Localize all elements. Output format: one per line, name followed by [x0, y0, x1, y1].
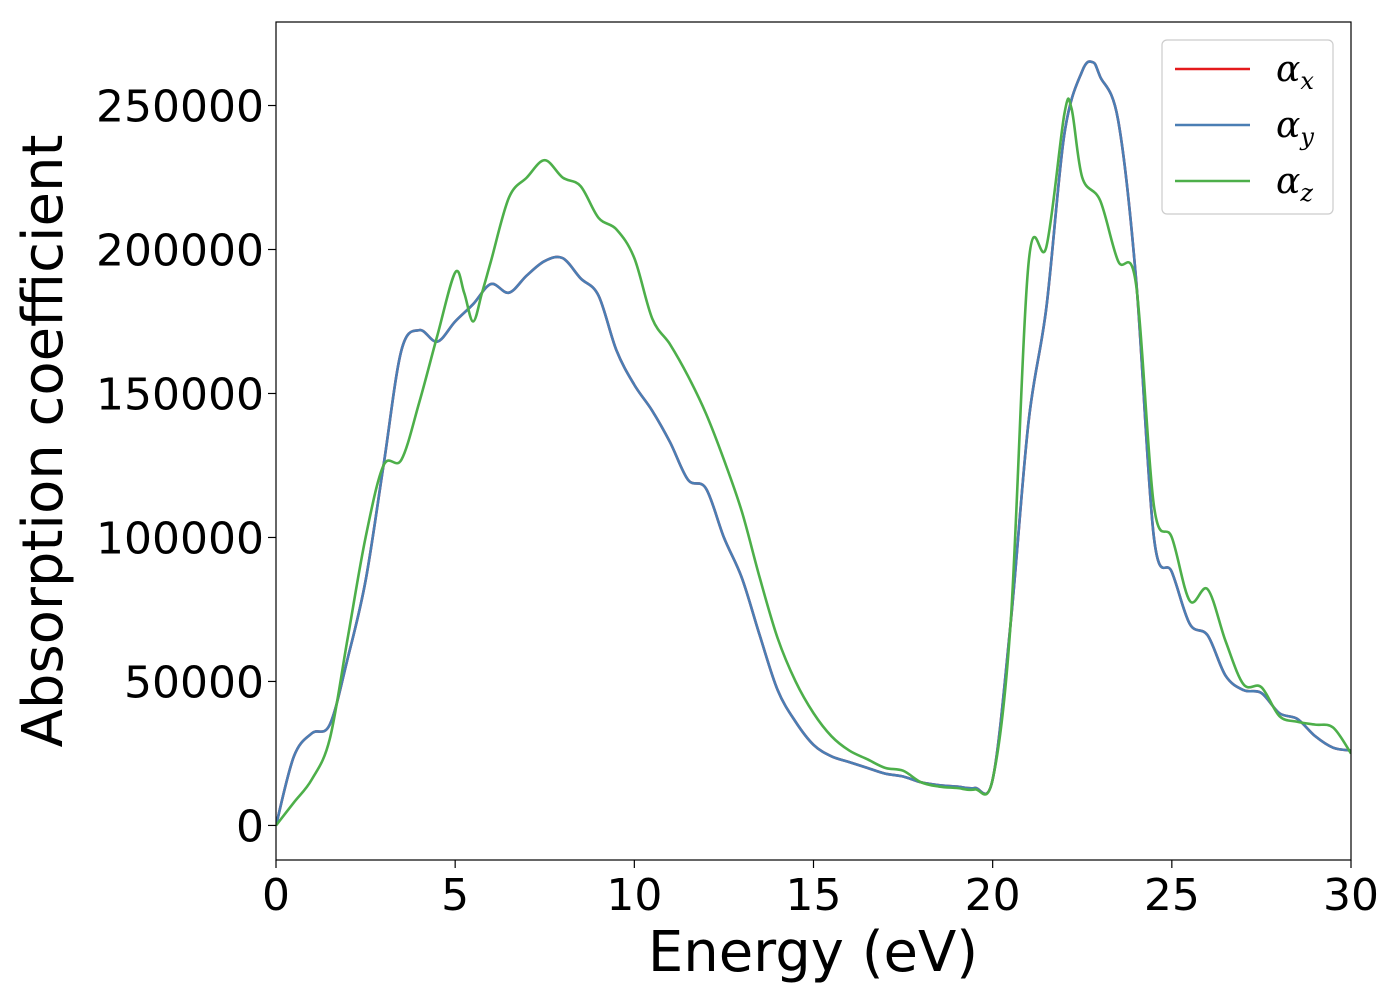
legend-subscript: y: [1299, 123, 1314, 151]
x-tick-label: 25: [1144, 870, 1200, 921]
legend-symbol: α: [1276, 161, 1300, 202]
series-line-y: [276, 60, 1351, 826]
y-tick-label: 200000: [96, 225, 264, 276]
y-tick-label: 0: [236, 801, 264, 852]
y-tick-label: 100000: [96, 513, 264, 564]
legend-label-y: αy: [1276, 105, 1314, 151]
x-tick-label: 15: [786, 870, 842, 921]
legend-label-z: αz: [1276, 161, 1313, 207]
y-tick-label: 50000: [124, 657, 264, 708]
x-tick-label: 20: [965, 870, 1021, 921]
y-tick-label: 250000: [96, 82, 264, 133]
legend-label-x: αx: [1276, 49, 1314, 95]
x-tick-label: 5: [441, 870, 469, 921]
legend-symbol: α: [1276, 49, 1300, 90]
x-tick-label: 30: [1323, 870, 1379, 921]
axis-ticks: 0 5 10 15 20 25 30 0 50000 100000 150000 200000 2500…: [96, 82, 1379, 921]
legend-box: [1161, 39, 1334, 215]
y-tick-label: 150000: [96, 369, 264, 420]
y-axis-title: Absorption coefficient: [11, 135, 76, 748]
legend-subscript: x: [1300, 67, 1314, 95]
series-line-z: [276, 97, 1351, 827]
legend-subscript: z: [1299, 179, 1313, 207]
x-axis-title: Energy (eV): [648, 920, 978, 985]
legend-symbol: α: [1276, 105, 1300, 146]
x-tick-label: 10: [606, 870, 662, 921]
x-tick-label: 0: [262, 870, 290, 921]
